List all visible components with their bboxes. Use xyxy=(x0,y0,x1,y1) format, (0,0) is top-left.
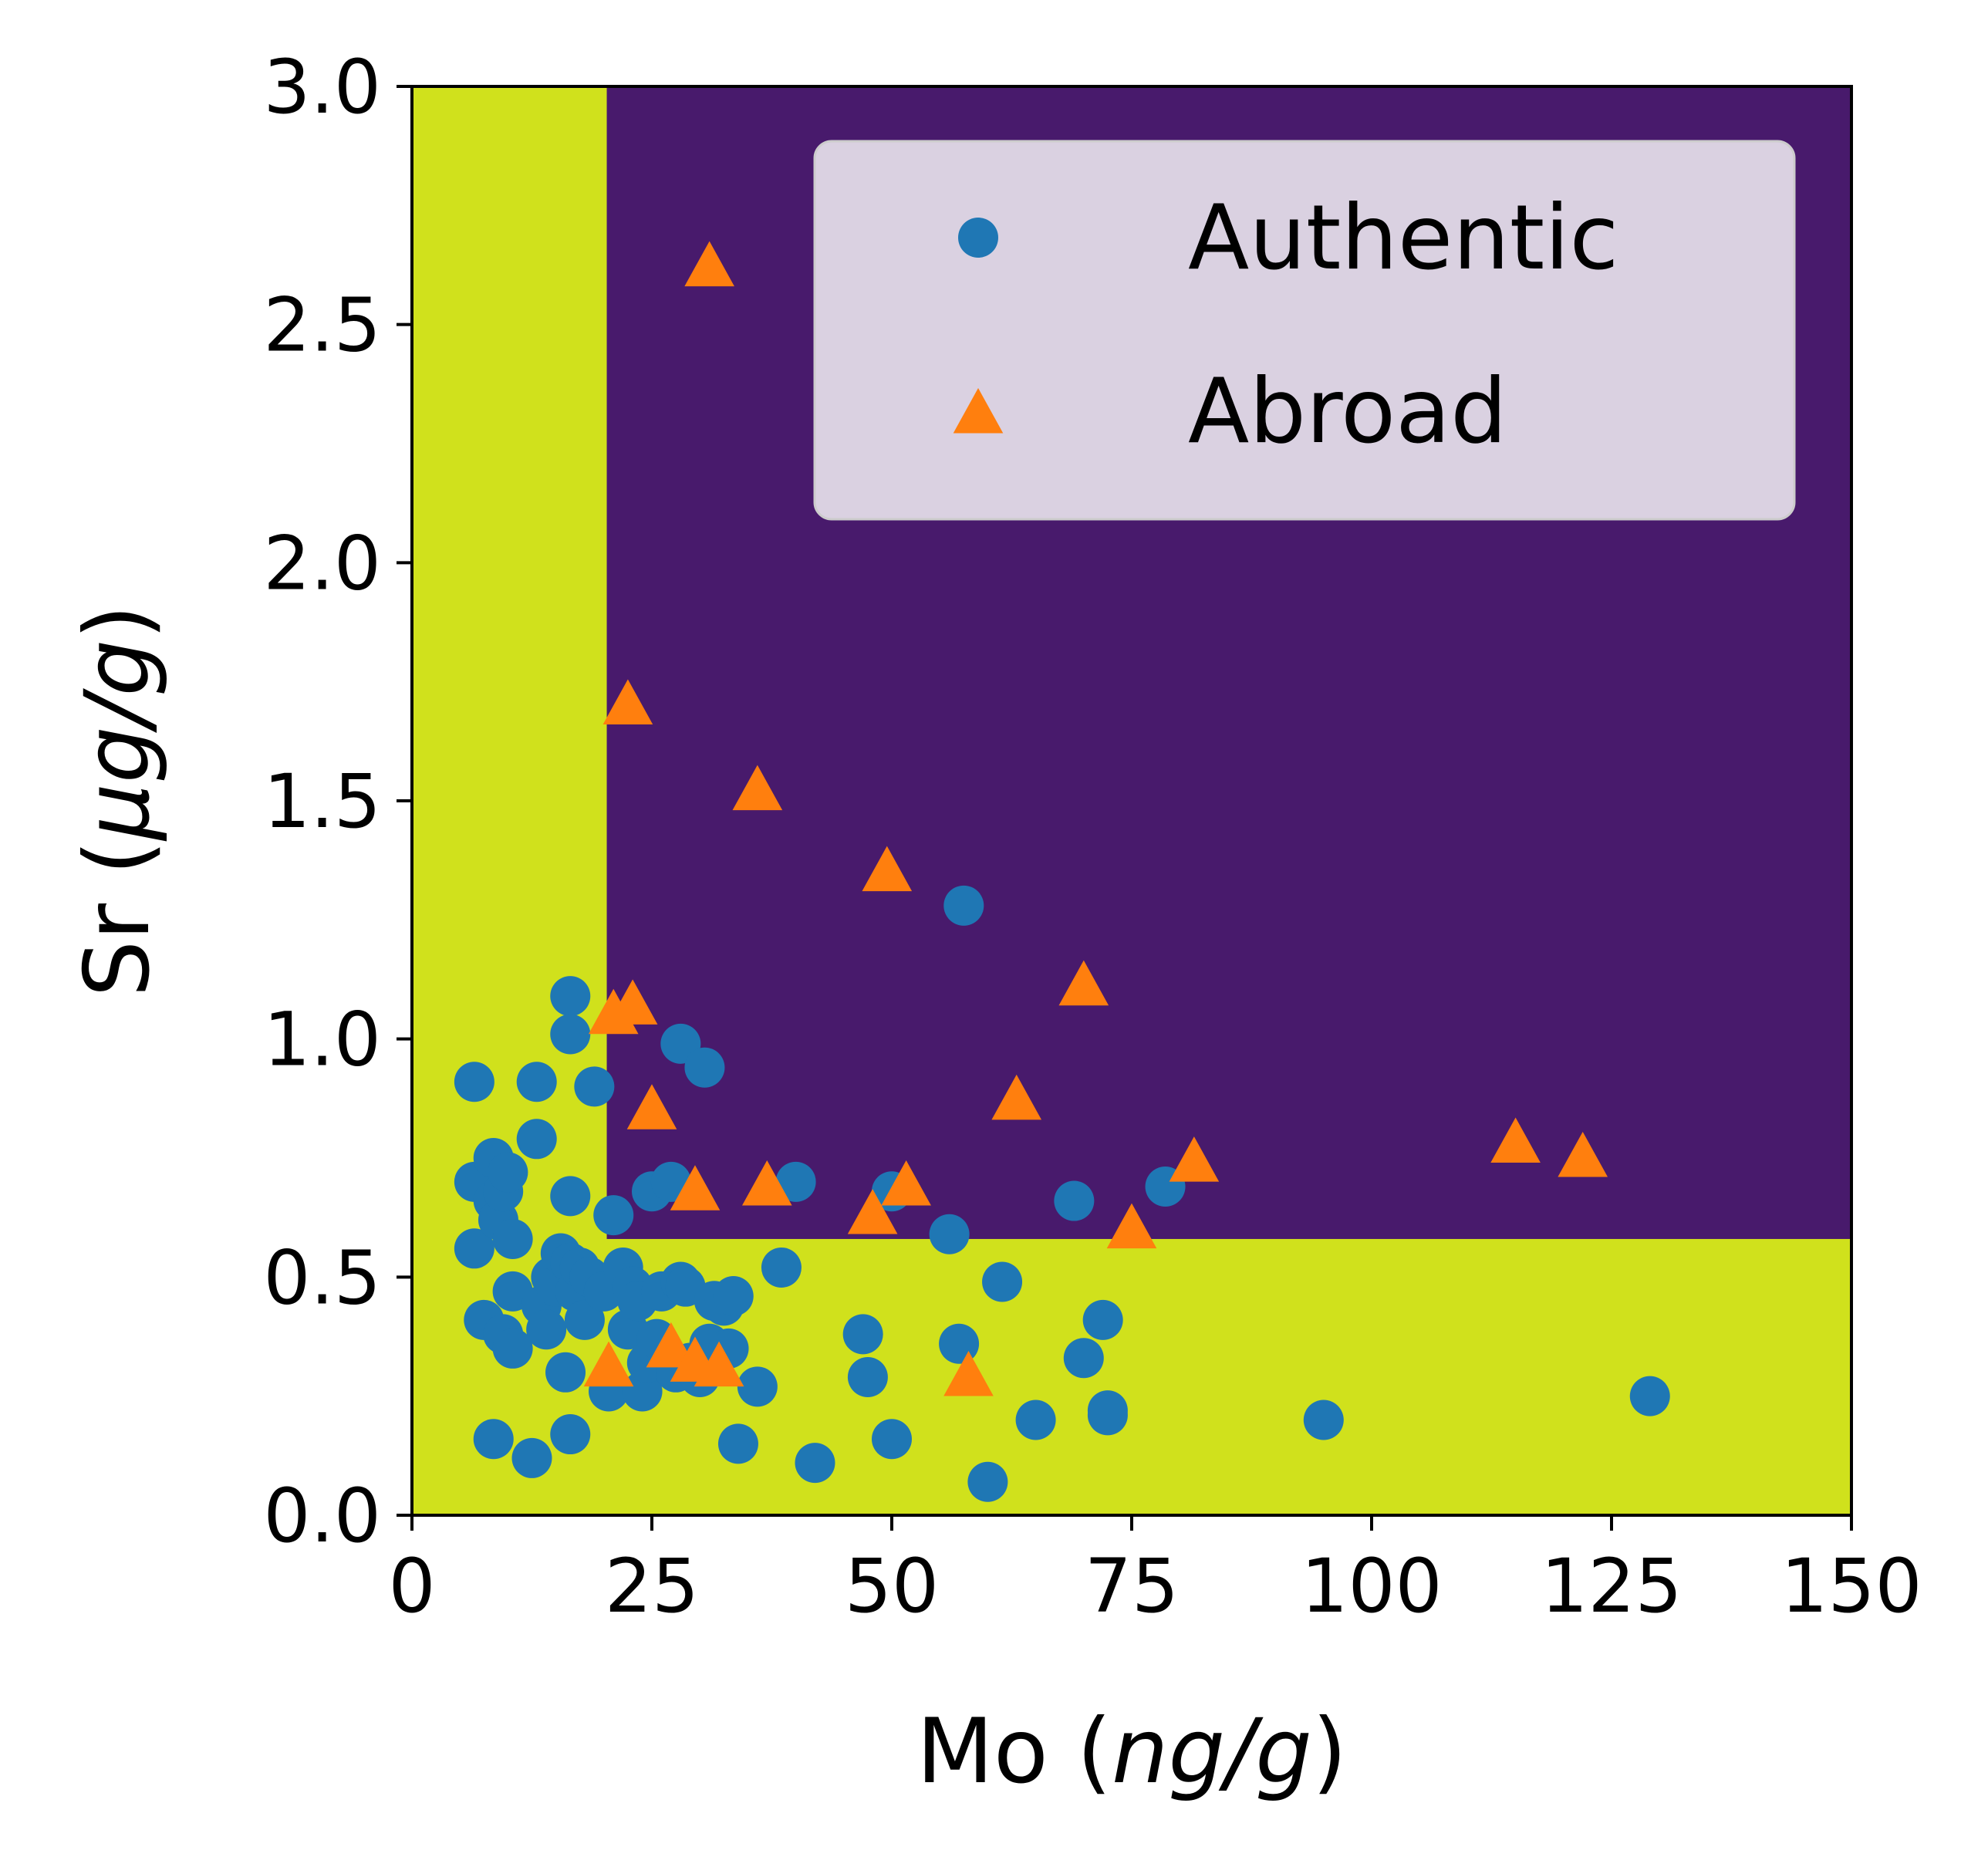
abroad-point xyxy=(991,1074,1042,1120)
y-tick-label: 0.5 xyxy=(263,1234,381,1321)
y-tick-label: 2.0 xyxy=(263,520,381,606)
abroad-point xyxy=(646,1322,697,1368)
x-tick-label: 0 xyxy=(388,1543,435,1629)
y-axis-label: Sr (μg/g) xyxy=(66,605,170,998)
legend-label-abroad: Abroad xyxy=(1188,360,1507,464)
abroad-point xyxy=(602,679,653,725)
abroad-point xyxy=(862,846,913,892)
legend: Authentic Abroad xyxy=(813,140,1796,521)
x-tick-label: 75 xyxy=(1085,1543,1179,1629)
authentic-point xyxy=(454,1228,494,1269)
authentic-point xyxy=(1303,1400,1344,1440)
authentic-point xyxy=(1063,1338,1104,1379)
y-tick-label: 1.5 xyxy=(263,758,381,845)
abroad-point xyxy=(684,241,734,287)
x-tick-label: 50 xyxy=(845,1543,939,1629)
authentic-point xyxy=(775,1161,816,1202)
authentic-point xyxy=(526,1309,567,1350)
authentic-point xyxy=(1087,1395,1128,1436)
y-axis-label-close: ) xyxy=(66,605,170,640)
authentic-point xyxy=(545,1352,586,1393)
abroad-point xyxy=(626,1084,677,1129)
authentic-point xyxy=(713,1276,754,1317)
x-tick-label: 100 xyxy=(1301,1543,1442,1629)
authentic-point xyxy=(737,1366,778,1407)
authentic-point xyxy=(1629,1376,1670,1416)
authentic-point xyxy=(761,1247,802,1288)
authentic-point xyxy=(516,1062,557,1102)
y-tick-label: 3.0 xyxy=(263,44,381,130)
authentic-point xyxy=(939,1323,980,1364)
authentic-point xyxy=(943,885,984,926)
abroad-point xyxy=(732,765,783,811)
x-tick-label: 150 xyxy=(1780,1543,1922,1629)
authentic-point xyxy=(454,1062,494,1102)
x-axis-label: Mo (ng/g) xyxy=(916,1700,1347,1804)
authentic-point xyxy=(574,1066,615,1107)
x-axis-label-close: ) xyxy=(1312,1700,1347,1804)
authentic-point xyxy=(593,1195,634,1236)
authentic-point xyxy=(550,976,591,1017)
x-axis-label-unit: ng/g xyxy=(1112,1700,1312,1804)
authentic-point xyxy=(492,1328,533,1369)
y-tick-label: 2.5 xyxy=(263,282,381,369)
authentic-point xyxy=(872,1419,912,1460)
authentic-point xyxy=(842,1314,883,1355)
authentic-point xyxy=(492,1218,533,1259)
y-tick-label: 1.0 xyxy=(263,997,381,1083)
authentic-point xyxy=(473,1419,514,1460)
series-abroad xyxy=(583,241,1608,1396)
authentic-point xyxy=(511,1437,552,1478)
authentic-point xyxy=(516,1119,557,1160)
authentic-point xyxy=(550,1414,591,1455)
authentic-point xyxy=(982,1261,1023,1302)
series-authentic xyxy=(454,885,1670,1502)
abroad-point xyxy=(607,979,658,1025)
legend-marker-authentic xyxy=(958,218,998,258)
authentic-point xyxy=(929,1214,970,1254)
abroad-point xyxy=(1058,960,1109,1006)
legend-label-authentic: Authentic xyxy=(1188,186,1618,290)
authentic-point xyxy=(847,1356,888,1397)
y-tick-label: 0.0 xyxy=(263,1473,381,1559)
authentic-point xyxy=(1054,1180,1095,1221)
authentic-point xyxy=(1082,1299,1123,1340)
authentic-point xyxy=(564,1299,605,1340)
x-axis: 0 25 50 75 100 125 150 xyxy=(388,1515,1922,1629)
authentic-point xyxy=(1015,1400,1056,1440)
abroad-point xyxy=(881,1160,931,1206)
abroad-point xyxy=(583,1341,634,1387)
authentic-point xyxy=(967,1461,1008,1502)
authentic-point xyxy=(717,1423,758,1464)
x-tick-label: 125 xyxy=(1541,1543,1682,1629)
x-axis-label-main: Mo ( xyxy=(916,1700,1112,1804)
authentic-point xyxy=(795,1443,835,1484)
authentic-point xyxy=(550,1176,591,1217)
abroad-point xyxy=(1106,1203,1157,1249)
authentic-point xyxy=(488,1152,528,1193)
abroad-point xyxy=(741,1160,792,1206)
abroad-point xyxy=(1490,1117,1541,1163)
legend-marker-abroad xyxy=(953,388,1004,434)
data-points xyxy=(454,241,1670,1502)
abroad-point xyxy=(670,1165,721,1210)
authentic-point xyxy=(684,1047,725,1088)
abroad-point xyxy=(847,1189,898,1234)
y-axis-label-unit: μg/g xyxy=(66,640,170,842)
y-axis-label-main: Sr ( xyxy=(66,840,170,997)
abroad-point xyxy=(1169,1136,1220,1182)
y-axis: 0.0 0.5 1.0 1.5 2.0 2.5 3.0 xyxy=(263,44,412,1559)
x-tick-label: 25 xyxy=(605,1543,699,1629)
abroad-point xyxy=(943,1350,994,1396)
legend-box xyxy=(813,140,1796,521)
abroad-point xyxy=(1558,1132,1608,1177)
authentic-point xyxy=(550,1014,591,1055)
abroad-point xyxy=(694,1341,744,1387)
